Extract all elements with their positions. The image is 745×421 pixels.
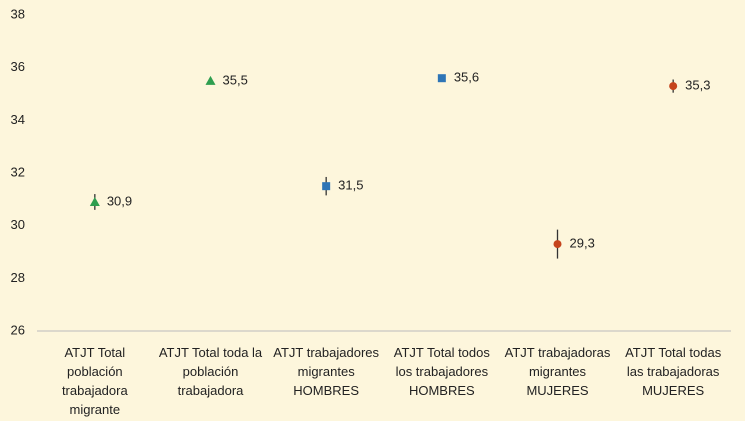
x-tick-label: ATJT Total todas las trabajadoras MUJERE… xyxy=(625,345,722,398)
y-tick-label: 30 xyxy=(11,217,25,232)
data-label: 30,9 xyxy=(107,193,132,208)
x-tick-label: ATJT Total todos los trabajadores HOMBRE… xyxy=(393,345,490,398)
y-tick-label: 36 xyxy=(11,59,25,74)
x-tick-label: ATJT Total toda la población trabajadora xyxy=(158,345,263,398)
marker xyxy=(205,75,216,85)
marker xyxy=(322,182,331,191)
marker xyxy=(89,196,100,206)
y-tick-label: 34 xyxy=(11,112,25,127)
data-label: 31,5 xyxy=(338,178,363,193)
data-label: 29,3 xyxy=(570,236,595,251)
y-tick-label: 26 xyxy=(11,322,25,337)
data-label: 35,5 xyxy=(223,72,248,87)
data-label: 35,3 xyxy=(685,78,710,93)
x-tick-label: ATJT Total población trabajadora migrant… xyxy=(61,345,128,417)
y-tick-label: 38 xyxy=(11,6,25,21)
marker xyxy=(437,74,446,83)
data-label: 35,6 xyxy=(454,70,479,85)
marker xyxy=(669,82,678,91)
y-tick-label: 28 xyxy=(11,270,25,285)
marker xyxy=(553,240,562,249)
x-tick-label: ATJT trabajadoras migrantes MUJERES xyxy=(504,345,611,398)
y-tick-label: 32 xyxy=(11,164,25,179)
x-tick-label: ATJT trabajadores migrantes HOMBRES xyxy=(273,345,380,398)
